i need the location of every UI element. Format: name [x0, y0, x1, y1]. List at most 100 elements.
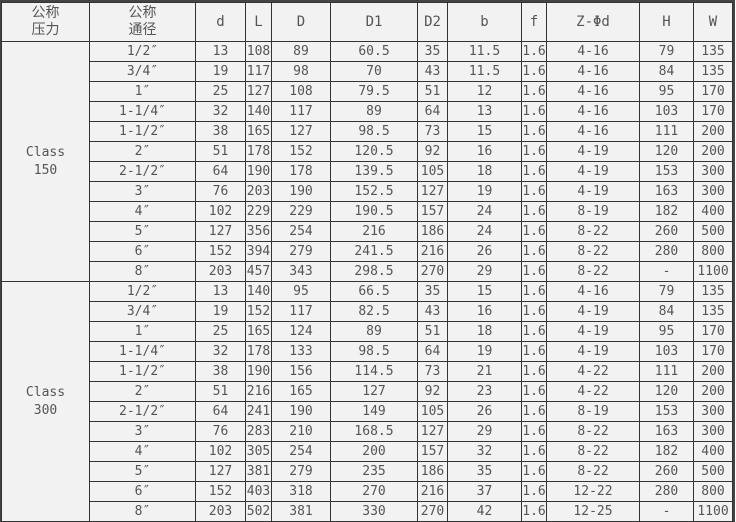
column-header: H — [639, 2, 694, 42]
table-cell: 216 — [245, 381, 272, 402]
column-header: Z-Φd — [546, 2, 640, 42]
table-cell: 51 — [417, 321, 448, 342]
table-cell: 76 — [195, 181, 246, 202]
table-cell: 4-19 — [546, 181, 640, 202]
table-cell: 23 — [447, 381, 522, 402]
table-cell: 254 — [271, 221, 331, 242]
table-cell: 140 — [245, 281, 272, 302]
table-cell: 64 — [417, 341, 448, 362]
table-cell: 300 — [693, 401, 733, 422]
table-cell: 5″ — [89, 221, 196, 242]
table-cell: 4-19 — [546, 301, 640, 322]
table-cell: 29 — [447, 261, 522, 282]
table-cell: 127 — [417, 181, 448, 202]
table-cell: 42 — [447, 501, 522, 522]
table-cell: 1/2″ — [89, 41, 196, 62]
table-cell: 216 — [417, 241, 448, 262]
table-row: 4″ 102 229 229 190.5 157 24 1.6 8-19 182 400 — [2, 201, 733, 222]
table-cell: 1100 — [693, 261, 733, 282]
table-cell: 400 — [693, 441, 733, 462]
table-row: 4″ 102 305 254 200 157 32 1.6 8-22 182 400 — [2, 441, 733, 462]
table-cell: 105 — [417, 401, 448, 422]
table-cell: 11.5 — [447, 61, 522, 82]
table-cell: 152 — [245, 301, 272, 322]
table-cell: 381 — [271, 501, 331, 522]
table-cell: 229 — [271, 201, 331, 222]
table-cell: 95 — [639, 81, 694, 102]
table-cell: 1-1/4″ — [89, 341, 196, 362]
table-cell: 4-22 — [546, 381, 640, 402]
table-cell: 19 — [195, 301, 246, 322]
table-cell: 168.5 — [330, 421, 418, 442]
table-cell: 1.6 — [521, 421, 547, 442]
column-header: f — [521, 2, 547, 42]
table-cell: 127 — [195, 461, 246, 482]
table-row: 5″ 127 356 254 216 186 24 1.6 8-22 260 500 — [2, 221, 733, 242]
table-cell: 1.6 — [521, 101, 547, 122]
table-row: 3″ 76 203 190 152.5 127 19 1.6 4-19 163 300 — [2, 181, 733, 202]
table-cell: 300 — [693, 181, 733, 202]
table-cell: 1.6 — [521, 321, 547, 342]
table-cell: 82.5 — [330, 301, 418, 322]
table-cell: 98.5 — [330, 121, 418, 142]
table-cell: 4-19 — [546, 321, 640, 342]
table-cell: 135 — [693, 61, 733, 82]
table-cell: 102 — [195, 201, 246, 222]
table-cell: 4-16 — [546, 121, 640, 142]
table-cell: 1-1/4″ — [89, 101, 196, 122]
table-cell: 1-1/2″ — [89, 121, 196, 142]
table-cell: 4-19 — [546, 141, 640, 162]
table-cell: 21 — [447, 361, 522, 382]
table-cell: 4-16 — [546, 281, 640, 302]
table-cell: 8″ — [89, 501, 196, 522]
table-cell: 13 — [195, 41, 246, 62]
table-cell: 182 — [639, 441, 694, 462]
table-cell: 1.6 — [521, 81, 547, 102]
table-cell: 66.5 — [330, 281, 418, 302]
table-cell: 12-25 — [546, 501, 640, 522]
table-cell: 8″ — [89, 261, 196, 282]
table-cell: 120 — [639, 381, 694, 402]
table-cell: 6″ — [89, 241, 196, 262]
table-cell: 1.6 — [521, 281, 547, 302]
table-cell: 8-22 — [546, 461, 640, 482]
table-cell: 51 — [195, 381, 246, 402]
table-cell: 270 — [330, 481, 418, 502]
table-cell: 203 — [195, 261, 246, 282]
table-cell: 103 — [639, 341, 694, 362]
table-cell: 2-1/2″ — [89, 401, 196, 422]
table-cell: 35 — [417, 41, 448, 62]
table-cell: 19 — [447, 341, 522, 362]
table-cell: 1-1/2″ — [89, 361, 196, 382]
table-cell: 4-19 — [546, 161, 640, 182]
table-cell: 300 — [693, 421, 733, 442]
table-cell: 92 — [417, 141, 448, 162]
table-cell: 156 — [271, 361, 331, 382]
table-cell: 152.5 — [330, 181, 418, 202]
table-cell: 24 — [447, 201, 522, 222]
table-cell: - — [639, 501, 694, 522]
table-cell: 178 — [245, 141, 272, 162]
table-cell: 152 — [271, 141, 331, 162]
table-cell: 1.6 — [521, 341, 547, 362]
table-cell: 76 — [195, 421, 246, 442]
table-row: Class 300 1/2″ 13 140 95 66.5 35 15 1.6 4-16 79 135 — [1, 281, 733, 522]
table-row: 1″ 25 127 108 79.5 51 12 1.6 4-16 95 170 — [2, 81, 733, 102]
table-cell: 127 — [271, 121, 331, 142]
table-body: Class 150 1/2″ 13 108 89 60.5 35 11.5 1.6 4-16 79 1… — [1, 41, 733, 522]
table-cell: 343 — [271, 261, 331, 282]
table-cell: 4″ — [89, 441, 196, 462]
table-cell: 178 — [271, 161, 331, 182]
table-cell: 111 — [639, 121, 694, 142]
table-cell: 1.6 — [521, 121, 547, 142]
table-cell: 70 — [330, 61, 418, 82]
table-cell: 200 — [693, 361, 733, 382]
table-cell: 394 — [245, 241, 272, 262]
table-cell: 1/2″ — [89, 281, 196, 302]
column-header: D — [271, 2, 331, 42]
table-cell: 38 — [195, 121, 246, 142]
column-header: L — [245, 2, 272, 42]
column-header: W — [693, 2, 733, 42]
table-cell: 229 — [245, 201, 272, 222]
table-cell: 216 — [330, 221, 418, 242]
